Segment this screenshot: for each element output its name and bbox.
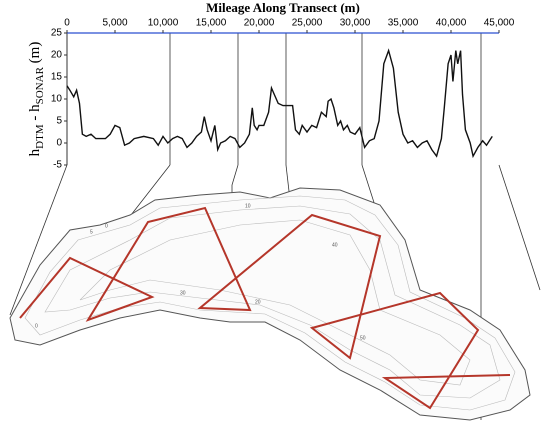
x-tick-label: 10,000 [148, 18, 179, 29]
y-label-part: h [27, 148, 43, 156]
map: 0 5 10 20 30 40 50 0 [9, 187, 531, 421]
contour-label: 40 [332, 242, 338, 248]
x-tick-label: 25,000 [292, 18, 323, 29]
y-tick-label: 10 [51, 94, 63, 105]
survey-track [19, 206, 511, 410]
contour-label: 30 [180, 290, 186, 296]
x-tick-label: 20,000 [244, 18, 275, 29]
y-tick-label: 15 [51, 72, 63, 83]
y-label-part: SONAR [34, 66, 46, 104]
y-tick-label: 5 [56, 116, 62, 127]
x-tick-label: 40,000 [436, 18, 467, 29]
y-label-part: (m) [27, 42, 43, 67]
contours [24, 195, 516, 411]
y-axis-label: hDTM - hSONAR (m) [27, 42, 45, 157]
contour-label: 20 [255, 299, 261, 305]
y-tick-label: 25 [51, 28, 63, 39]
x-tick-label: 35,000 [388, 18, 419, 29]
y-tick-label: 20 [51, 50, 63, 61]
x-tick-label: 15,000 [196, 18, 227, 29]
contour-label: 5 [90, 229, 93, 235]
x-tick-label: 45,000 [484, 18, 515, 29]
x-tick-label: 0 [64, 18, 70, 29]
contour-label: 10 [245, 203, 251, 209]
y-tick-label: 0 [56, 138, 62, 149]
contour-label: 0 [35, 323, 38, 329]
y-tick-label: -5 [53, 160, 62, 171]
x-tick-label: 30,000 [340, 18, 371, 29]
y-label-part: - h [27, 104, 43, 124]
contour-label: 0 [105, 223, 108, 229]
y-label-part: DTM [34, 124, 46, 149]
x-tick-label: 5,000 [102, 18, 127, 29]
data-line [66, 48, 493, 159]
chart-title: Mileage Along Transect (m) [206, 0, 360, 15]
lake-outline [9, 187, 531, 421]
contour-label: 50 [360, 335, 366, 341]
